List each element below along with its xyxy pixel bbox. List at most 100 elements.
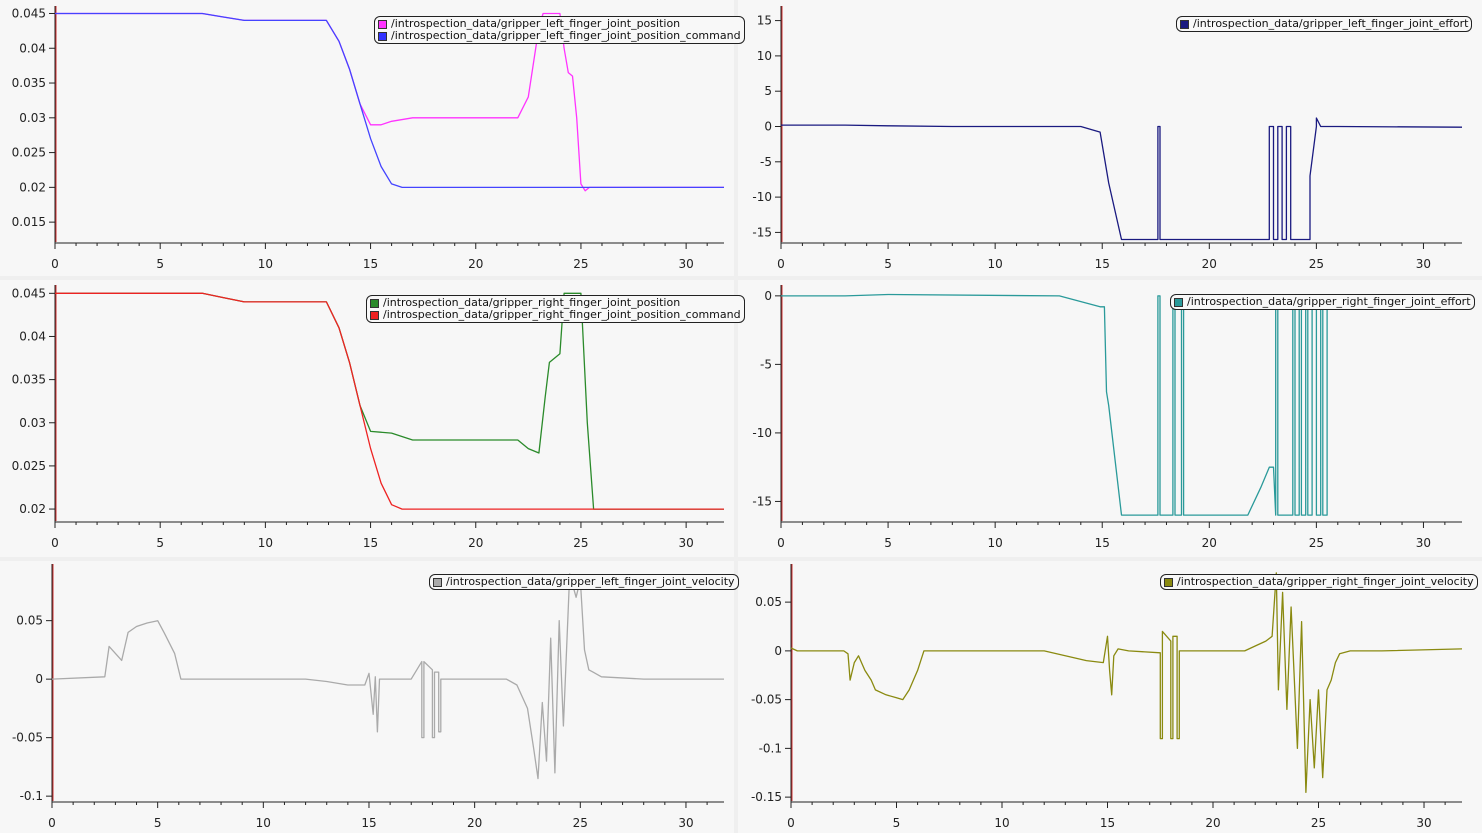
legend-right-effort[interactable]: /introspection_data/gripper_right_finger… xyxy=(1170,294,1475,310)
y-tick-label: 0.02 xyxy=(19,180,46,194)
x-tick-label: 10 xyxy=(258,257,273,271)
y-tick-label: 0.05 xyxy=(755,595,782,609)
x-tick-label: 5 xyxy=(156,536,164,550)
x-tick-label: 0 xyxy=(777,536,785,550)
x-tick-label: 20 xyxy=(468,536,483,550)
legend-label: /introspection_data/gripper_left_finger_… xyxy=(1193,17,1469,30)
y-tick-label: 0 xyxy=(35,672,43,686)
x-tick-label: 10 xyxy=(988,536,1003,550)
legend-swatch xyxy=(1174,297,1183,307)
legend-entry: /introspection_data/gripper_left_finger_… xyxy=(433,576,735,588)
series-line xyxy=(55,292,724,510)
y-tick-label: 0.025 xyxy=(12,146,46,160)
legend-entry: /introspection_data/gripper_right_finger… xyxy=(1164,576,1474,588)
x-tick-label: 10 xyxy=(256,816,271,830)
legend-swatch xyxy=(433,577,442,587)
plot-panel-right-position[interactable] xyxy=(0,280,734,557)
x-tick-label: 30 xyxy=(1416,816,1431,830)
y-tick-label: 10 xyxy=(757,49,772,63)
x-tick-label: 20 xyxy=(1205,816,1220,830)
legend-swatch xyxy=(378,31,387,41)
x-tick-label: 5 xyxy=(156,257,164,271)
x-tick-label: 10 xyxy=(988,257,1003,271)
y-tick-label: 0.025 xyxy=(12,459,46,473)
y-tick-label: 0.035 xyxy=(12,76,46,90)
y-tick-label: -5 xyxy=(760,155,772,169)
x-tick-label: 25 xyxy=(1309,257,1324,271)
legend-label: /introspection_data/gripper_right_finger… xyxy=(1177,575,1474,588)
series-line xyxy=(55,12,724,189)
y-tick-label: 0.02 xyxy=(19,502,46,516)
plot-panel-left-position[interactable] xyxy=(0,0,734,276)
legend-label: /introspection_data/gripper_right_finger… xyxy=(383,296,681,309)
x-tick-label: 0 xyxy=(787,816,795,830)
legend-left-effort[interactable]: /introspection_data/gripper_left_finger_… xyxy=(1176,16,1473,32)
y-tick-label: 0 xyxy=(774,644,782,658)
y-tick-label: 0.045 xyxy=(12,286,46,300)
legend-label: /introspection_data/gripper_left_finger_… xyxy=(391,17,681,30)
y-tick-label: 0.03 xyxy=(19,416,46,430)
legend-label: /introspection_data/gripper_left_finger_… xyxy=(391,29,741,42)
series-line xyxy=(781,293,1462,516)
y-tick-label: 5 xyxy=(764,84,772,98)
y-tick-label: 0 xyxy=(764,289,772,303)
y-tick-label: -0.1 xyxy=(20,789,43,803)
y-tick-label: -5 xyxy=(760,357,772,371)
x-tick-label: 15 xyxy=(1095,257,1110,271)
legend-entry: /introspection_data/gripper_right_finger… xyxy=(370,309,741,321)
series-line xyxy=(55,292,724,510)
series-line xyxy=(51,573,724,780)
y-tick-label: -15 xyxy=(752,494,772,508)
x-tick-label: 25 xyxy=(573,536,588,550)
x-tick-label: 30 xyxy=(1416,257,1431,271)
x-tick-label: 25 xyxy=(1309,536,1324,550)
y-tick-label: -0.05 xyxy=(12,731,43,745)
legend-swatch xyxy=(1164,577,1173,587)
plot-panel-left-effort[interactable] xyxy=(738,0,1482,276)
x-tick-label: 15 xyxy=(363,257,378,271)
y-tick-label: 0 xyxy=(764,120,772,134)
plot-panel-left-velocity[interactable] xyxy=(0,561,734,833)
y-tick-label: -0.15 xyxy=(751,790,782,804)
legend-swatch xyxy=(370,298,379,308)
y-tick-label: 0.04 xyxy=(19,329,46,343)
legend-entry: /introspection_data/gripper_left_finger_… xyxy=(378,18,741,30)
y-tick-label: -10 xyxy=(752,426,772,440)
y-tick-label: 0.015 xyxy=(12,215,46,229)
legend-right-velocity[interactable]: /introspection_data/gripper_right_finger… xyxy=(1160,574,1478,590)
x-tick-label: 10 xyxy=(258,536,273,550)
y-tick-label: 0.035 xyxy=(12,373,46,387)
y-tick-label: 15 xyxy=(757,14,772,28)
x-tick-label: 30 xyxy=(678,257,693,271)
x-tick-label: 15 xyxy=(1095,536,1110,550)
series-line xyxy=(790,572,1463,793)
x-tick-label: 0 xyxy=(51,536,59,550)
x-tick-label: 30 xyxy=(678,816,693,830)
legend-right-position[interactable]: /introspection_data/gripper_right_finger… xyxy=(366,295,745,323)
x-tick-label: 15 xyxy=(1100,816,1115,830)
y-tick-label: -0.05 xyxy=(751,693,782,707)
y-tick-label: 0.04 xyxy=(19,41,46,55)
x-tick-label: 10 xyxy=(994,816,1009,830)
x-tick-label: 20 xyxy=(467,816,482,830)
legend-swatch xyxy=(370,310,379,320)
x-tick-label: 5 xyxy=(154,816,162,830)
legend-left-position[interactable]: /introspection_data/gripper_left_finger_… xyxy=(374,16,745,44)
x-tick-label: 15 xyxy=(363,536,378,550)
y-tick-label: -0.1 xyxy=(759,741,782,755)
x-tick-label: 15 xyxy=(361,816,376,830)
x-tick-label: 0 xyxy=(48,816,56,830)
legend-entry: /introspection_data/gripper_right_finger… xyxy=(1174,296,1471,308)
x-tick-label: 25 xyxy=(1311,816,1326,830)
plot-panel-right-velocity[interactable] xyxy=(738,561,1482,833)
legend-left-velocity[interactable]: /introspection_data/gripper_left_finger_… xyxy=(429,574,739,590)
y-tick-label: -15 xyxy=(752,225,772,239)
legend-label: /introspection_data/gripper_left_finger_… xyxy=(446,575,735,588)
x-tick-label: 25 xyxy=(573,816,588,830)
legend-label: /introspection_data/gripper_right_finger… xyxy=(1187,295,1471,308)
x-tick-label: 30 xyxy=(1416,536,1431,550)
y-tick-label: 0.03 xyxy=(19,111,46,125)
legend-entry: /introspection_data/gripper_left_finger_… xyxy=(378,30,741,42)
y-tick-label: 0.045 xyxy=(12,6,46,20)
